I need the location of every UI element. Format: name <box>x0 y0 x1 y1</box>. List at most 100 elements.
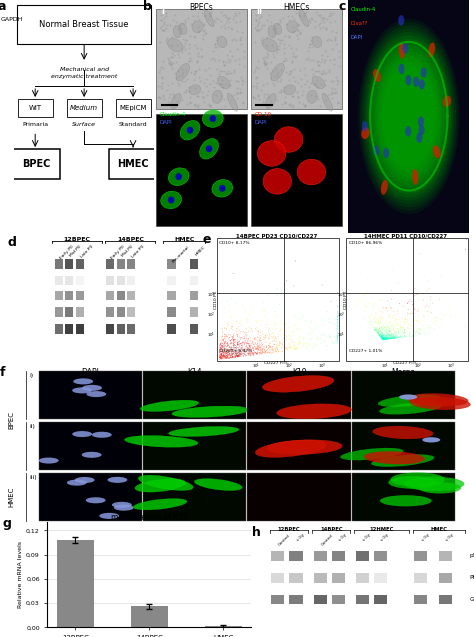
Point <box>221 345 228 355</box>
Point <box>392 333 400 343</box>
FancyBboxPatch shape <box>67 99 101 117</box>
Point <box>234 340 241 350</box>
Point <box>276 342 284 352</box>
Point <box>234 306 242 316</box>
Point <box>221 348 228 359</box>
Point <box>392 320 400 330</box>
Point <box>235 88 242 98</box>
Point <box>389 328 396 338</box>
Point <box>228 345 235 355</box>
FancyBboxPatch shape <box>17 4 151 44</box>
Point <box>397 326 405 336</box>
Point <box>219 338 226 348</box>
Point <box>227 326 234 336</box>
Point <box>225 347 232 357</box>
Point <box>286 31 293 41</box>
Point <box>377 331 384 341</box>
Point <box>393 329 401 339</box>
Point <box>361 306 369 317</box>
Point <box>217 352 224 362</box>
Point <box>291 331 298 341</box>
Point <box>428 307 436 317</box>
Point <box>375 329 383 340</box>
Point <box>300 99 307 109</box>
Point <box>235 344 242 354</box>
Point <box>260 348 268 358</box>
Bar <box>127 324 135 334</box>
Point <box>237 349 245 359</box>
Point <box>388 329 395 340</box>
Point <box>252 323 259 333</box>
Point <box>246 340 254 350</box>
Point <box>383 329 391 340</box>
Point <box>194 51 202 61</box>
Point <box>392 333 400 343</box>
Point <box>263 48 271 59</box>
Point <box>463 234 471 244</box>
Point <box>380 333 388 343</box>
Point <box>375 318 383 328</box>
Point <box>229 331 237 341</box>
Point <box>390 325 397 335</box>
Point <box>406 319 413 329</box>
Point <box>234 351 242 361</box>
Point <box>190 32 198 42</box>
Point <box>383 326 390 336</box>
Point <box>210 53 217 63</box>
Point <box>219 341 226 352</box>
Point <box>158 72 166 82</box>
Point <box>270 71 278 82</box>
Ellipse shape <box>75 477 95 483</box>
Point <box>392 320 400 331</box>
Point <box>222 352 230 362</box>
Point <box>386 333 393 343</box>
Point <box>417 325 424 335</box>
Point <box>262 340 270 350</box>
Point <box>227 339 235 349</box>
Point <box>392 333 399 343</box>
Point <box>220 340 228 350</box>
Point <box>196 76 204 86</box>
Point <box>375 329 383 340</box>
Point <box>231 334 238 345</box>
Point <box>225 319 232 329</box>
Point <box>219 354 226 364</box>
Point <box>398 322 406 333</box>
Ellipse shape <box>189 85 201 95</box>
Point <box>271 319 278 329</box>
Point <box>237 344 245 354</box>
Point <box>320 57 328 68</box>
Point <box>333 80 341 90</box>
Point <box>269 343 276 354</box>
Point <box>204 86 211 96</box>
Point <box>387 326 395 336</box>
Point <box>257 8 264 18</box>
Point <box>227 352 234 362</box>
Point <box>241 346 249 356</box>
Point <box>247 340 255 350</box>
Point <box>377 330 384 340</box>
Point <box>391 329 399 340</box>
Point <box>377 332 385 342</box>
Point <box>376 329 383 340</box>
Point <box>319 329 326 339</box>
Point <box>316 101 323 111</box>
Point <box>374 326 381 336</box>
Point <box>412 315 420 326</box>
Point <box>382 333 389 343</box>
Point <box>158 21 165 31</box>
Point <box>223 345 230 355</box>
Point <box>162 22 170 32</box>
Point <box>421 302 429 312</box>
Point <box>385 330 393 340</box>
Point <box>228 352 236 362</box>
Point <box>281 82 288 92</box>
Point <box>393 324 401 334</box>
Point <box>253 344 260 354</box>
Point <box>223 318 231 329</box>
Point <box>228 350 236 361</box>
Point <box>376 331 383 341</box>
Point <box>379 334 387 344</box>
Text: Phospho-p53: Phospho-p53 <box>469 575 474 580</box>
Point <box>319 13 327 23</box>
